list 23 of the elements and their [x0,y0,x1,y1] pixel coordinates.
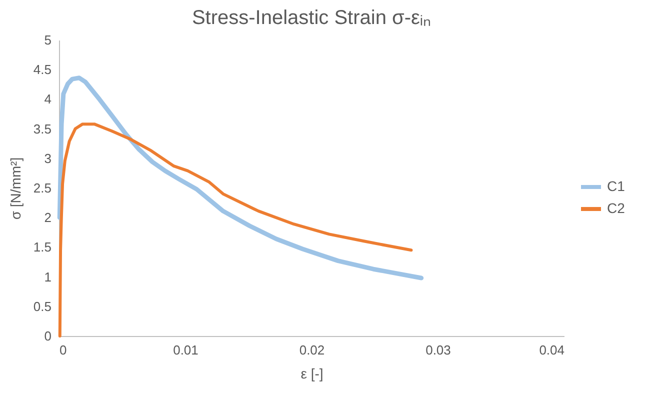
y-tick-label: 2.5 [33,180,52,196]
y-tick-label: 3 [44,150,52,166]
x-tick-label: 0.01 [173,342,198,358]
y-tick-label: 4 [44,92,52,107]
chart-title: Stress-Inelastic Strain σ-εᵢₙ [192,7,432,29]
line-series [57,76,424,280]
y-tick-label: 0 [44,328,52,344]
legend-label: C1 [607,178,626,194]
x-tick-label: 0.04 [539,342,564,358]
y-tick-label: 1.5 [33,240,52,255]
y-tick-label: 3.5 [33,121,52,136]
x-tick-label: 0.03 [426,342,451,358]
y-tick-label: 4.5 [33,62,52,78]
legend-label: C2 [607,200,626,216]
y-tick-label: 0.5 [33,298,52,314]
y-tick-label: 5 [44,32,52,48]
line-series [58,122,413,338]
x-tick-label: 0.02 [299,342,325,358]
y-axis-title: σ [N/mm²] [7,157,24,220]
x-axis-title: ε [-] [300,366,324,382]
y-tick-label: 1 [44,269,52,284]
x-tick-label: 0 [60,342,67,358]
y-tick-label: 2 [44,210,52,226]
